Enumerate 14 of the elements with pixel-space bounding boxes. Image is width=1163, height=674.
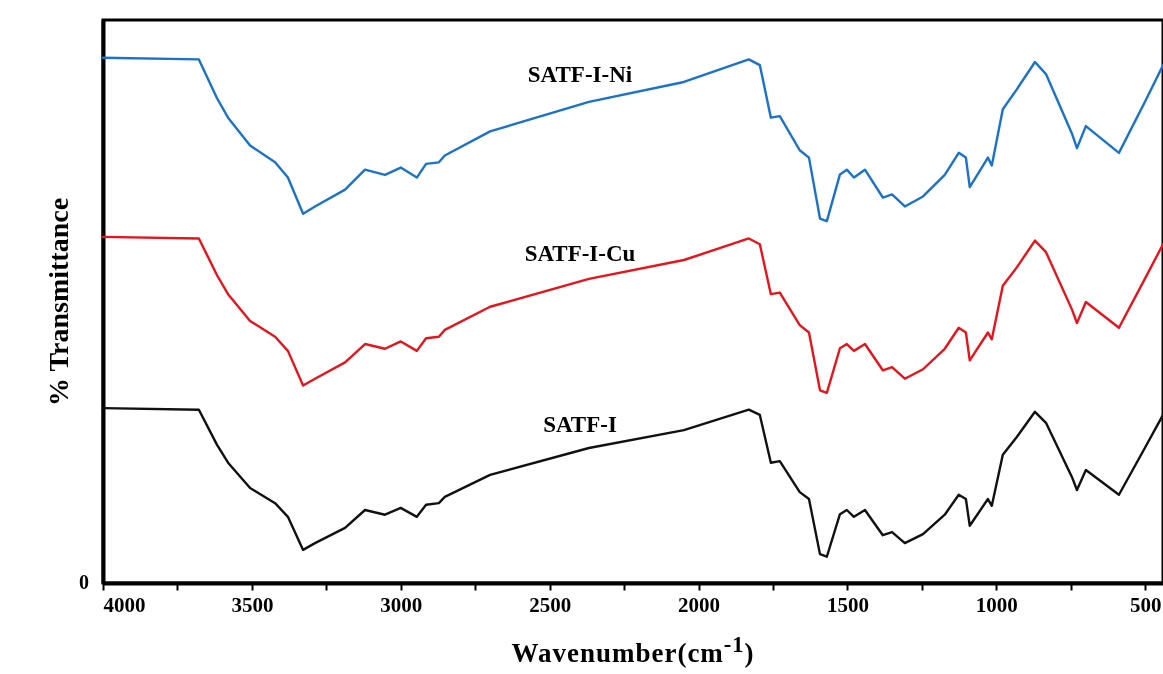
series-label: SATF-I-Ni: [527, 61, 633, 87]
x-tick-label: 500: [1129, 592, 1162, 617]
x-tick-label: 3000: [380, 592, 423, 617]
series-label: SATF-I: [543, 412, 617, 438]
x-tick-label: 4000: [103, 592, 146, 617]
x-tick-label: 1000: [975, 592, 1018, 617]
y-axis-title: % Transmittance: [42, 197, 74, 407]
x-tick-label: 1500: [826, 592, 869, 617]
x-tick-label: 2500: [529, 592, 572, 617]
x-tick-label: 2000: [678, 592, 721, 617]
series-label: SATF-I-Cu: [524, 240, 636, 266]
text: 0: [79, 571, 89, 593]
x-axis-title: Wavenumber(cm$^{-1}$): [510, 632, 756, 669]
x-tick-label: 3500: [231, 592, 274, 617]
